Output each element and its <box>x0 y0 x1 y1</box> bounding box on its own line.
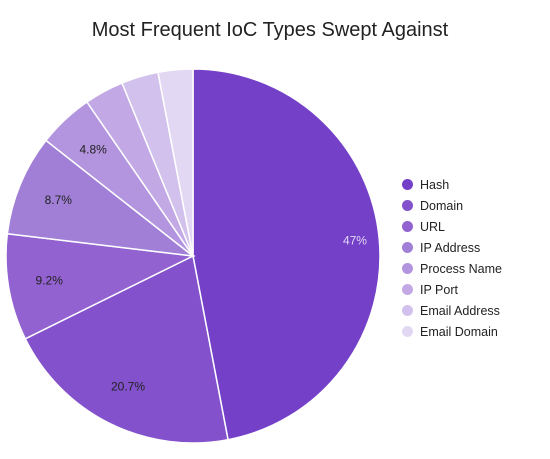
legend-label: IP Address <box>420 240 481 255</box>
legend: Hash Domain URL IP Address Process Name IP Po… <box>402 174 502 342</box>
data-label-process-name: 4.8% <box>79 143 107 157</box>
pie-slice-url <box>5 232 196 340</box>
legend-swatch <box>402 200 413 211</box>
legend-swatch <box>402 326 413 337</box>
legend-item-email-domain: Email Domain <box>402 321 502 342</box>
legend-swatch <box>402 221 413 232</box>
legend-item-ip-address: IP Address <box>402 237 502 258</box>
legend-swatch <box>402 242 413 253</box>
legend-swatch <box>402 263 413 274</box>
data-label-url: 9.2% <box>36 274 64 288</box>
legend-item-email-address: Email Address <box>402 300 502 321</box>
legend-item-process-name: Process Name <box>402 258 502 279</box>
chart-title: Most Frequent IoC Types Swept Against <box>91 19 449 41</box>
legend-item-ip-port: IP Port <box>402 279 502 300</box>
legend-swatch <box>402 284 413 295</box>
legend-label: Email Domain <box>420 324 498 339</box>
legend-swatch <box>402 305 413 316</box>
legend-swatch <box>402 179 413 190</box>
legend-label: Process Name <box>420 261 502 276</box>
data-label-domain: 20.7% <box>111 380 145 394</box>
legend-label: URL <box>420 219 446 234</box>
legend-item-url: URL <box>402 216 502 237</box>
legend-label: IP Port <box>420 282 458 297</box>
legend-label: Hash <box>420 177 450 192</box>
legend-label: Email Address <box>420 303 500 318</box>
legend-item-hash: Hash <box>402 174 502 195</box>
data-label-hash: 47% <box>343 234 367 248</box>
pie-slice-email-domain <box>157 68 194 257</box>
pie-slice-ip-address <box>6 139 196 258</box>
legend-item-domain: Domain <box>402 195 502 216</box>
pie-slice-hash <box>192 68 381 441</box>
pie-slice-domain <box>24 254 229 444</box>
legend-label: Domain <box>420 198 464 213</box>
data-label-ip-address: 8.7% <box>45 193 73 207</box>
